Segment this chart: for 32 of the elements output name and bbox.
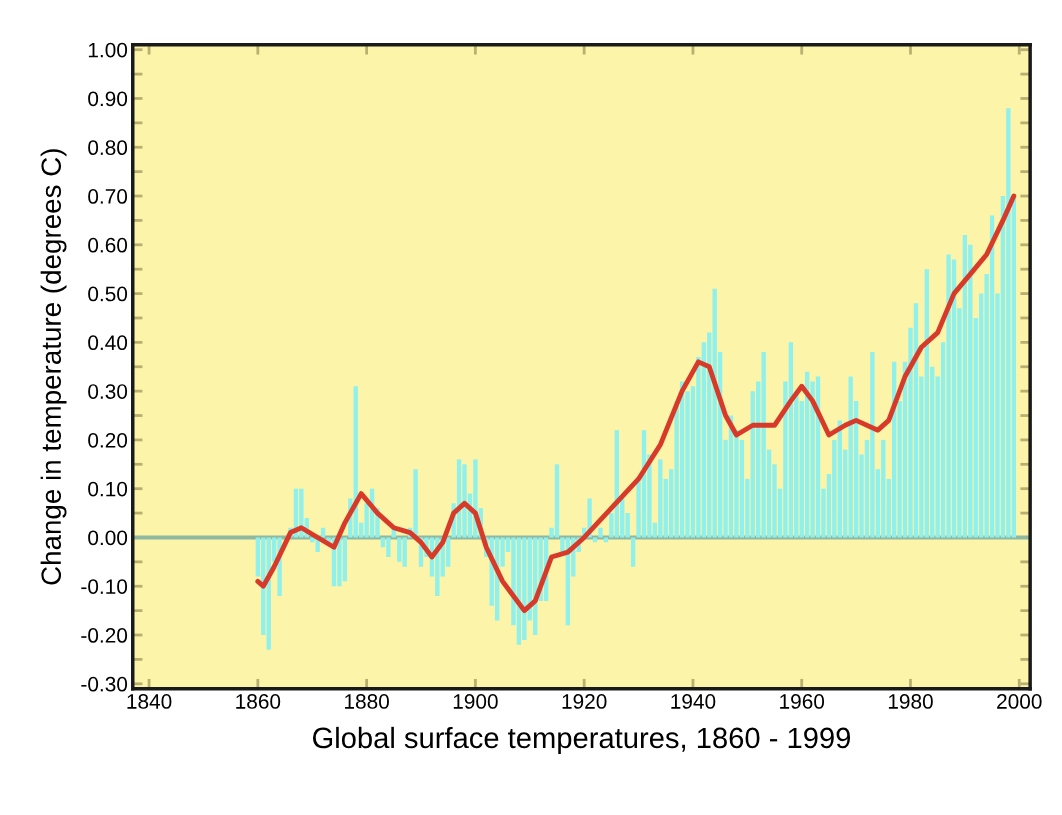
y-tick-label: -0.30 <box>81 676 128 692</box>
line-series <box>255 193 1017 614</box>
bar <box>402 537 407 567</box>
x-tick-label: 1860 <box>236 694 281 709</box>
y-tick-label: 0.10 <box>88 481 128 497</box>
y-tick-label: -0.10 <box>81 579 128 594</box>
x-tick-label: 1880 <box>345 694 389 709</box>
y-tick-label: 0.00 <box>88 530 128 546</box>
x-tick-label: 1940 <box>671 694 716 709</box>
y-tick-label: 0.70 <box>88 189 128 204</box>
y-tick-label: 1.00 <box>88 42 128 58</box>
bar <box>630 537 636 567</box>
x-tick-label: 2000 <box>997 694 1042 709</box>
x-tick-label: 1980 <box>888 694 933 709</box>
y-tick-label: 0.20 <box>88 432 128 448</box>
x-tick-label: 1840 <box>127 694 172 709</box>
bar <box>592 537 598 543</box>
y-tick-label: 0.40 <box>88 335 128 351</box>
x-axis-title: Global surface temperatures, 1860 - 1999 <box>312 726 851 755</box>
x-tick-label: 1900 <box>453 694 498 709</box>
x-tick-label: 1920 <box>562 694 607 709</box>
y-tick-label: -0.20 <box>81 628 128 643</box>
x-tick-label: 1960 <box>780 694 825 709</box>
y-tick-label: 0.60 <box>88 237 128 253</box>
bar <box>397 537 402 562</box>
y-tick-label: 0.80 <box>88 140 128 156</box>
y-tick-label: 0.90 <box>88 91 128 107</box>
y-axis-title: Change in temperature (degrees C) <box>40 149 67 585</box>
y-tick-label: 0.50 <box>88 286 128 302</box>
y-tick-label: 0.30 <box>88 384 128 399</box>
bar <box>598 527 603 538</box>
bar <box>603 537 609 543</box>
